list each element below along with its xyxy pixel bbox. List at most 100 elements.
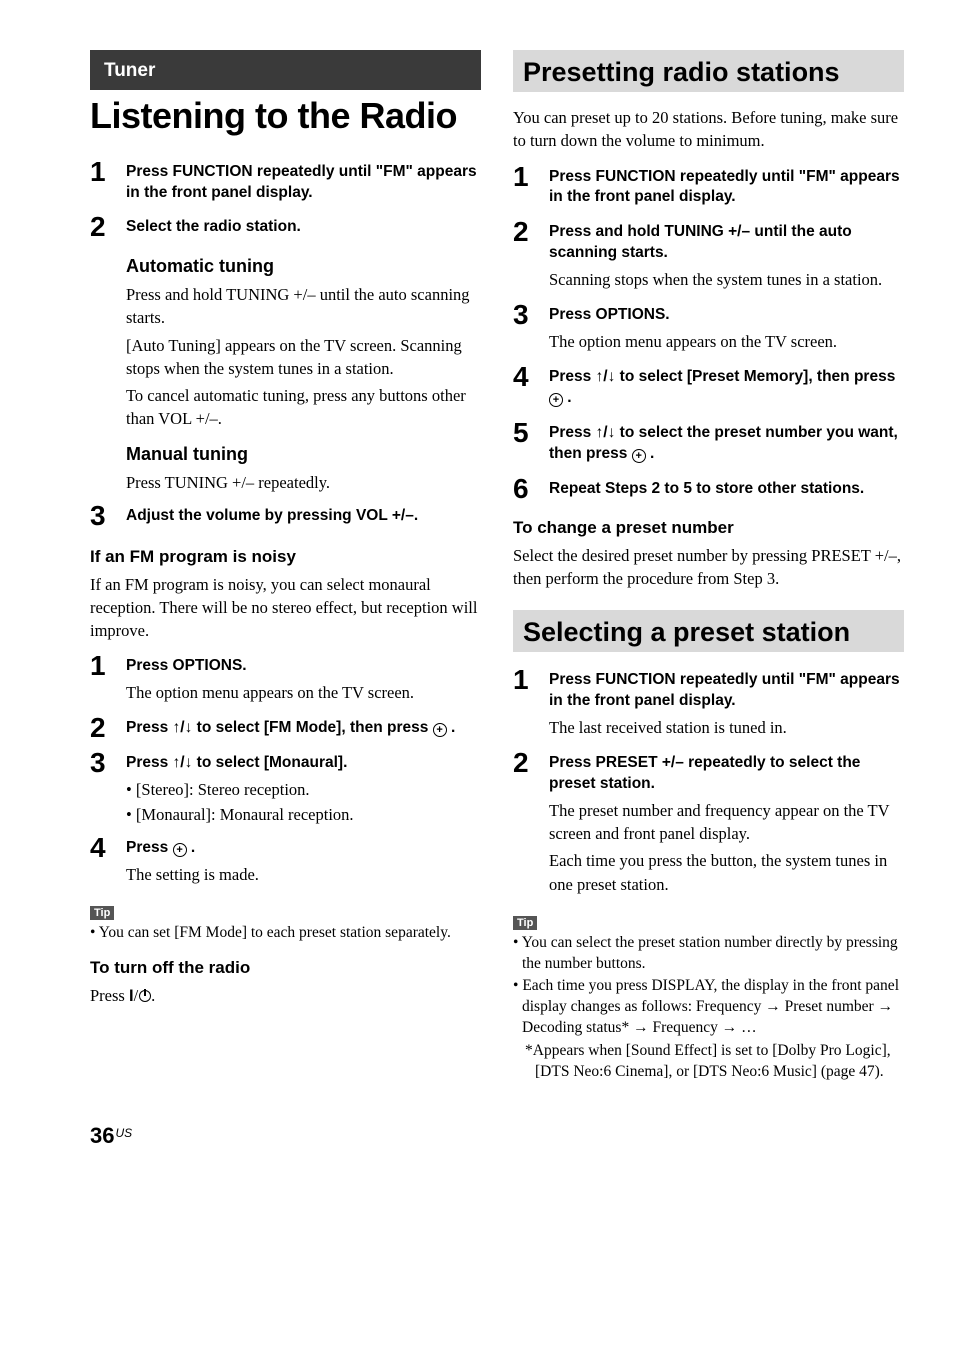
step-number: 5 bbox=[513, 419, 549, 447]
auto-tuning-head: Automatic tuning bbox=[126, 256, 481, 277]
tip-list: You can set [FM Mode] to each preset sta… bbox=[90, 923, 481, 944]
step-row: 1 Press FUNCTION repeatedly until "FM" a… bbox=[90, 158, 481, 208]
power-icon bbox=[139, 990, 151, 1002]
step-number: 1 bbox=[90, 158, 126, 186]
step-number: 2 bbox=[513, 749, 549, 777]
step-row: 2 Press and hold TUNING +/– until the au… bbox=[513, 218, 904, 295]
text: Press bbox=[549, 368, 596, 385]
list-item: You can set [FM Mode] to each preset sta… bbox=[90, 923, 481, 944]
text: Press bbox=[126, 839, 173, 856]
enter-icon: + bbox=[433, 723, 447, 737]
step-instruction: Press OPTIONS. bbox=[126, 656, 481, 677]
step-instruction: Press ↑/↓ to select [Monaural]. bbox=[126, 753, 481, 774]
text: to select [Preset Memory], then press bbox=[615, 368, 895, 385]
text: Frequency bbox=[649, 1019, 722, 1036]
text: … bbox=[737, 1019, 756, 1036]
fm-noisy-head: If an FM program is noisy bbox=[90, 547, 481, 567]
text: Press bbox=[549, 424, 596, 441]
step-number: 4 bbox=[513, 363, 549, 391]
right-arrow-icon: → bbox=[878, 998, 894, 1015]
text: Press bbox=[126, 719, 173, 736]
text: Press bbox=[126, 754, 173, 771]
step-row: 2 Press PRESET +/– repeatedly to select … bbox=[513, 749, 904, 899]
step-instruction: Press PRESET +/– repeatedly to select th… bbox=[549, 753, 904, 795]
step-instruction: Press ↑/↓ to select [FM Mode], then pres… bbox=[126, 718, 481, 739]
auto-tuning-block: Automatic tuning Press and hold TUNING +… bbox=[126, 256, 481, 494]
step-row: 1 Press OPTIONS. The option menu appears… bbox=[90, 652, 481, 708]
text: to select [Monaural]. bbox=[192, 754, 347, 771]
page-number: 36 bbox=[90, 1123, 114, 1148]
page-suffix: US bbox=[115, 1126, 132, 1140]
step-instruction: Press + . bbox=[126, 838, 481, 859]
step-row: 3 Press OPTIONS. The option menu appears… bbox=[513, 301, 904, 357]
step-row: 2 Select the radio station. bbox=[90, 213, 481, 242]
right-arrow-icon: → bbox=[765, 998, 781, 1015]
step-number: 3 bbox=[90, 502, 126, 530]
right-column: Presetting radio stations You can preset… bbox=[513, 50, 904, 1083]
list-item: [Monaural]: Monaural reception. bbox=[126, 803, 481, 826]
body-text: Press TUNING +/– repeatedly. bbox=[126, 471, 481, 494]
tip-label: Tip bbox=[90, 906, 114, 920]
text: . bbox=[646, 445, 655, 462]
text: . bbox=[447, 719, 456, 736]
step-instruction: Repeat Steps 2 to 5 to store other stati… bbox=[549, 479, 904, 500]
step-instruction: Adjust the volume by pressing VOL +/–. bbox=[126, 506, 481, 527]
right-arrow-icon: → bbox=[722, 1019, 738, 1036]
text: . bbox=[563, 389, 572, 406]
step-number: 2 bbox=[90, 213, 126, 241]
body-text: To cancel automatic tuning, press any bu… bbox=[126, 384, 481, 430]
step-number: 2 bbox=[513, 218, 549, 246]
step-row: 4 Press ↑/↓ to select [Preset Memory], t… bbox=[513, 363, 904, 413]
body-text: The setting is made. bbox=[126, 863, 481, 886]
tip-list: You can select the preset station number… bbox=[513, 933, 904, 1040]
body-text: You can preset up to 20 stations. Before… bbox=[513, 106, 904, 152]
body-text: If an FM program is noisy, you can selec… bbox=[90, 573, 481, 642]
body-text: The preset number and frequency appear o… bbox=[549, 799, 904, 845]
main-title: Listening to the Radio bbox=[90, 96, 481, 136]
body-text: [Auto Tuning] appears on the TV screen. … bbox=[126, 334, 481, 380]
body-text: Each time you press the button, the syst… bbox=[549, 849, 904, 895]
turn-off-head: To turn off the radio bbox=[90, 958, 481, 978]
up-down-arrows-icon: ↑/↓ bbox=[173, 754, 193, 771]
text: . bbox=[187, 839, 196, 856]
manual-tuning-head: Manual tuning bbox=[126, 444, 481, 465]
select-title: Selecting a preset station bbox=[513, 610, 904, 652]
text: Decoding status* bbox=[522, 1019, 633, 1036]
step-instruction: Press and hold TUNING +/– until the auto… bbox=[549, 222, 904, 264]
body-text: Press I/. bbox=[90, 984, 481, 1008]
body-text: Scanning stops when the system tunes in … bbox=[549, 268, 904, 291]
step-instruction: Press FUNCTION repeatedly until "FM" app… bbox=[126, 162, 481, 204]
enter-icon: + bbox=[173, 843, 187, 857]
list-item: You can select the preset station number… bbox=[513, 933, 904, 975]
step-row: 2 Press ↑/↓ to select [FM Mode], then pr… bbox=[90, 714, 481, 743]
body-text: The option menu appears on the TV screen… bbox=[126, 681, 481, 704]
up-down-arrows-icon: ↑/↓ bbox=[173, 719, 193, 736]
text: Preset number bbox=[781, 998, 878, 1015]
text: / bbox=[134, 986, 139, 1005]
step-row: 5 Press ↑/↓ to select the preset number … bbox=[513, 419, 904, 469]
text: to select [FM Mode], then press bbox=[192, 719, 432, 736]
step-row: 3 Adjust the volume by pressing VOL +/–. bbox=[90, 502, 481, 531]
text: Press bbox=[90, 986, 129, 1005]
up-down-arrows-icon: ↑/↓ bbox=[596, 424, 616, 441]
footnote: *Appears when [Sound Effect] is set to [… bbox=[513, 1041, 904, 1083]
list-item: Each time you press DISPLAY, the display… bbox=[513, 976, 904, 1039]
list-item: [Stereo]: Stereo reception. bbox=[126, 778, 481, 801]
step-row: 1 Press FUNCTION repeatedly until "FM" a… bbox=[513, 666, 904, 743]
body-text: Select the desired preset number by pres… bbox=[513, 544, 904, 590]
step-row: 1 Press FUNCTION repeatedly until "FM" a… bbox=[513, 163, 904, 213]
step-instruction: Select the radio station. bbox=[126, 217, 481, 238]
step-row: 4 Press + . The setting is made. bbox=[90, 834, 481, 890]
enter-icon: + bbox=[632, 449, 646, 463]
step-instruction: Press FUNCTION repeatedly until "FM" app… bbox=[549, 167, 904, 209]
bullet-list: [Stereo]: Stereo reception. [Monaural]: … bbox=[126, 778, 481, 826]
left-column: Tuner Listening to the Radio 1 Press FUN… bbox=[90, 50, 481, 1083]
body-text: The option menu appears on the TV screen… bbox=[549, 330, 904, 353]
tip-label: Tip bbox=[513, 916, 537, 930]
step-number: 1 bbox=[513, 163, 549, 191]
preset-title: Presetting radio stations bbox=[513, 50, 904, 92]
step-number: 6 bbox=[513, 475, 549, 503]
body-text: The last received station is tuned in. bbox=[549, 716, 904, 739]
step-number: 2 bbox=[90, 714, 126, 742]
section-tab: Tuner bbox=[90, 50, 481, 90]
